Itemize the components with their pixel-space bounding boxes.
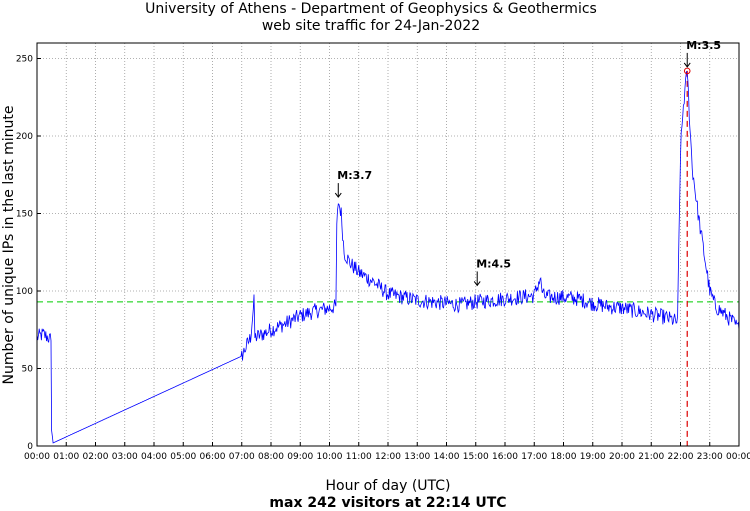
y-tick-label: 250: [16, 55, 33, 65]
series-line-visitors: [36, 71, 740, 444]
series-group: [36, 71, 740, 444]
y-tick-label: 0: [27, 442, 33, 452]
annotation-label: M:3.7: [337, 169, 372, 182]
y-tick-label: 50: [22, 365, 34, 375]
plot-frame: [36, 42, 740, 447]
x-tick-label: 07:00: [229, 452, 255, 462]
x-tick-label: 11:00: [346, 452, 372, 462]
tick-labels: 00:00 01:00 02:00 03:00 04:00 05:00 06:00 07:00…: [16, 55, 750, 463]
x-tick-label: 18:00: [551, 452, 577, 462]
annotation-arrow-head: [683, 62, 691, 68]
grid-lines: [37, 43, 739, 446]
x-tick-label: 23:00: [697, 452, 723, 462]
x-tick-label: 14:00: [434, 452, 460, 462]
chart-title-line-1: University of Athens - Department of Geo…: [145, 1, 597, 17]
annotation-arrow-head: [334, 192, 342, 198]
annotation-label: M:3.5: [686, 39, 721, 52]
annotation-label: M:4.5: [476, 257, 511, 270]
x-tick-label: 03:00: [112, 452, 138, 462]
x-tick-label: 21:00: [638, 452, 664, 462]
x-tick-label: 17:00: [521, 452, 547, 462]
x-tick-label: 12:00: [375, 452, 401, 462]
max-point-marker: [683, 67, 691, 75]
x-tick-label: 05:00: [170, 452, 196, 462]
x-tick-label: 06:00: [200, 452, 226, 462]
x-tick-label: 09:00: [287, 452, 313, 462]
chart-title-line-2: web site traffic for 24-Jan-2022: [262, 18, 480, 34]
y-tick-label: 200: [16, 132, 33, 142]
x-tick-label: 20:00: [609, 452, 635, 462]
x-tick-label: 19:00: [580, 452, 606, 462]
y-tick-label: 100: [16, 287, 33, 297]
x-tick-label: 01:00: [53, 452, 79, 462]
x-axis-label: Hour of day (UTC): [326, 478, 451, 494]
max-visitors-caption: max 242 visitors at 22:14 UTC: [269, 495, 506, 511]
x-tick-label: 08:00: [258, 452, 284, 462]
x-tick-label: 04:00: [141, 452, 167, 462]
annotations: M:3.7 M:4.5 M:3.5: [334, 39, 721, 287]
annotation-arrow-head: [473, 281, 481, 287]
x-tick-label: 02:00: [83, 452, 109, 462]
reference-lines: [37, 70, 739, 446]
y-tick-label: 150: [16, 210, 33, 220]
x-tick-label: 15:00: [463, 452, 489, 462]
x-tick-label: 00:00: [726, 452, 750, 462]
x-tick-label: 22:00: [668, 452, 694, 462]
x-tick-label: 13:00: [404, 452, 430, 462]
x-tick-label: 00:00: [24, 452, 50, 462]
x-tick-label: 16:00: [492, 452, 518, 462]
y-axis-label: Number of unique IPs in the last minute: [1, 106, 17, 385]
x-tick-label: 10:00: [317, 452, 343, 462]
